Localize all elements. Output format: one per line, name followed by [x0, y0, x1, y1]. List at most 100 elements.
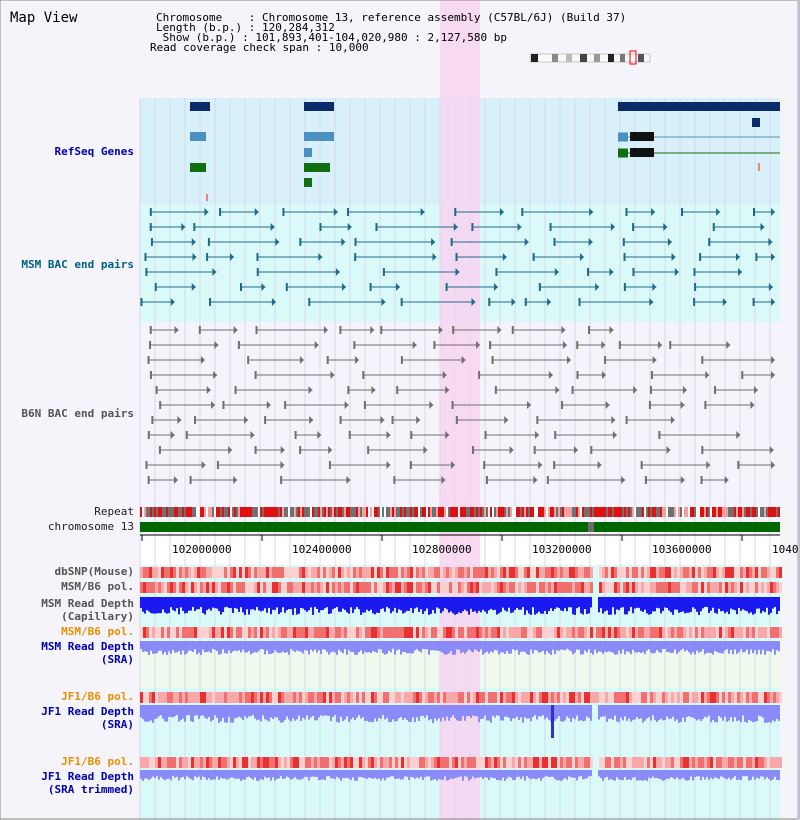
depth-bar: [396, 705, 398, 722]
bac-end: [147, 476, 150, 484]
bac-end-arrow: [471, 298, 476, 306]
heat-cell: [284, 582, 287, 593]
track-label-jf1-depth-trimmed: JF1 Read Depth: [41, 770, 134, 783]
heat-cell: [755, 757, 758, 768]
depth-bar: [370, 705, 372, 722]
heat-cell: [743, 567, 746, 578]
heat-cell: [701, 692, 704, 703]
depth-bar: [468, 705, 470, 717]
depth-bar: [590, 705, 592, 721]
track-label-jf1-depth-trimmed-sub: (SRA trimmed): [47, 783, 134, 796]
bac-end-arrow: [682, 386, 687, 394]
depth-bar: [640, 770, 642, 781]
depth-bar: [196, 770, 198, 778]
depth-bar: [540, 705, 542, 717]
heat-cell: [725, 582, 728, 593]
bac-end: [234, 386, 237, 394]
repeat-segment: [316, 507, 318, 517]
heat-cell: [314, 582, 317, 593]
heat-cell: [140, 567, 143, 578]
repeat-segment: [356, 507, 358, 517]
depth-bar: [322, 597, 324, 611]
depth-bar: [166, 641, 168, 655]
bac-end: [158, 446, 161, 454]
depth-bar: [372, 641, 374, 652]
heat-cell: [686, 567, 689, 578]
heat-cell: [599, 627, 602, 638]
heat-cell: [368, 627, 371, 638]
heat-cell: [545, 692, 548, 703]
heat-cell: [776, 567, 779, 578]
heat-cell: [323, 582, 326, 593]
depth-bar: [616, 597, 618, 610]
depth-bar: [640, 705, 642, 719]
depth-bar: [190, 597, 192, 611]
heat-cell: [386, 567, 389, 578]
depth-bar: [218, 641, 220, 655]
depth-bar: [778, 705, 780, 721]
bac-end: [150, 238, 153, 246]
depth-bar: [216, 770, 218, 777]
heat-cell: [602, 627, 605, 638]
repeat-segment: [636, 507, 638, 517]
depth-bar: [704, 641, 706, 655]
bac-end: [149, 223, 152, 231]
repeat-segment: [634, 507, 636, 517]
depth-bar: [586, 641, 588, 653]
heat-cell: [245, 567, 248, 578]
depth-bar: [430, 641, 432, 651]
bac-end-arrow: [344, 401, 349, 409]
depth-bar: [520, 641, 522, 652]
heat-cell: [734, 757, 737, 768]
depth-bar: [518, 597, 520, 610]
heat-cell: [203, 627, 206, 638]
depth-bar: [340, 641, 342, 652]
track-label-refseq[interactable]: RefSeq Genes: [54, 145, 134, 158]
depth-bar: [688, 641, 690, 653]
repeat-segment: [644, 507, 646, 517]
heat-cell: [590, 692, 593, 703]
depth-bar: [398, 770, 400, 779]
heat-cell: [314, 692, 317, 703]
depth-bar: [288, 597, 290, 610]
depth-bar: [622, 770, 624, 781]
bac-end: [149, 371, 152, 379]
bac-end-arrow: [299, 356, 304, 364]
repeat-segment: [558, 507, 560, 517]
depth-bar: [508, 770, 510, 777]
heat-cell: [344, 627, 347, 638]
depth-bar: [408, 641, 410, 654]
bac-end: [147, 431, 150, 439]
track-label-msm-bac[interactable]: MSM BAC end pairs: [21, 258, 134, 271]
heat-cell: [626, 582, 629, 593]
depth-bar: [456, 770, 458, 778]
repeat-segment: [350, 507, 352, 517]
repeat-segment: [372, 507, 374, 517]
bac-end-arrow: [335, 268, 340, 276]
depth-bar: [214, 597, 216, 609]
heat-cell: [338, 692, 341, 703]
depth-bar: [654, 597, 656, 612]
depth-bar: [398, 641, 400, 650]
heat-cell: [725, 567, 728, 578]
heat-cell: [482, 582, 485, 593]
bac-end: [445, 283, 448, 291]
heat-cell: [287, 627, 290, 638]
heat-cell: [374, 627, 377, 638]
bac-end-arrow: [461, 356, 466, 364]
bac-end: [308, 298, 311, 306]
depth-bar: [702, 770, 704, 777]
heat-cell: [224, 692, 227, 703]
heat-cell: [485, 757, 488, 768]
depth-bar: [652, 641, 654, 654]
depth-bar: [288, 641, 290, 655]
depth-bar: [542, 770, 544, 778]
depth-bar: [386, 705, 388, 718]
depth-bar: [270, 641, 272, 655]
bac-end-arrow: [652, 283, 657, 291]
bac-end: [347, 386, 350, 394]
bac-end: [282, 208, 285, 216]
repeat-segment: [520, 507, 522, 517]
heat-cell: [509, 692, 512, 703]
track-label-b6n-bac[interactable]: B6N BAC end pairs: [21, 407, 134, 420]
